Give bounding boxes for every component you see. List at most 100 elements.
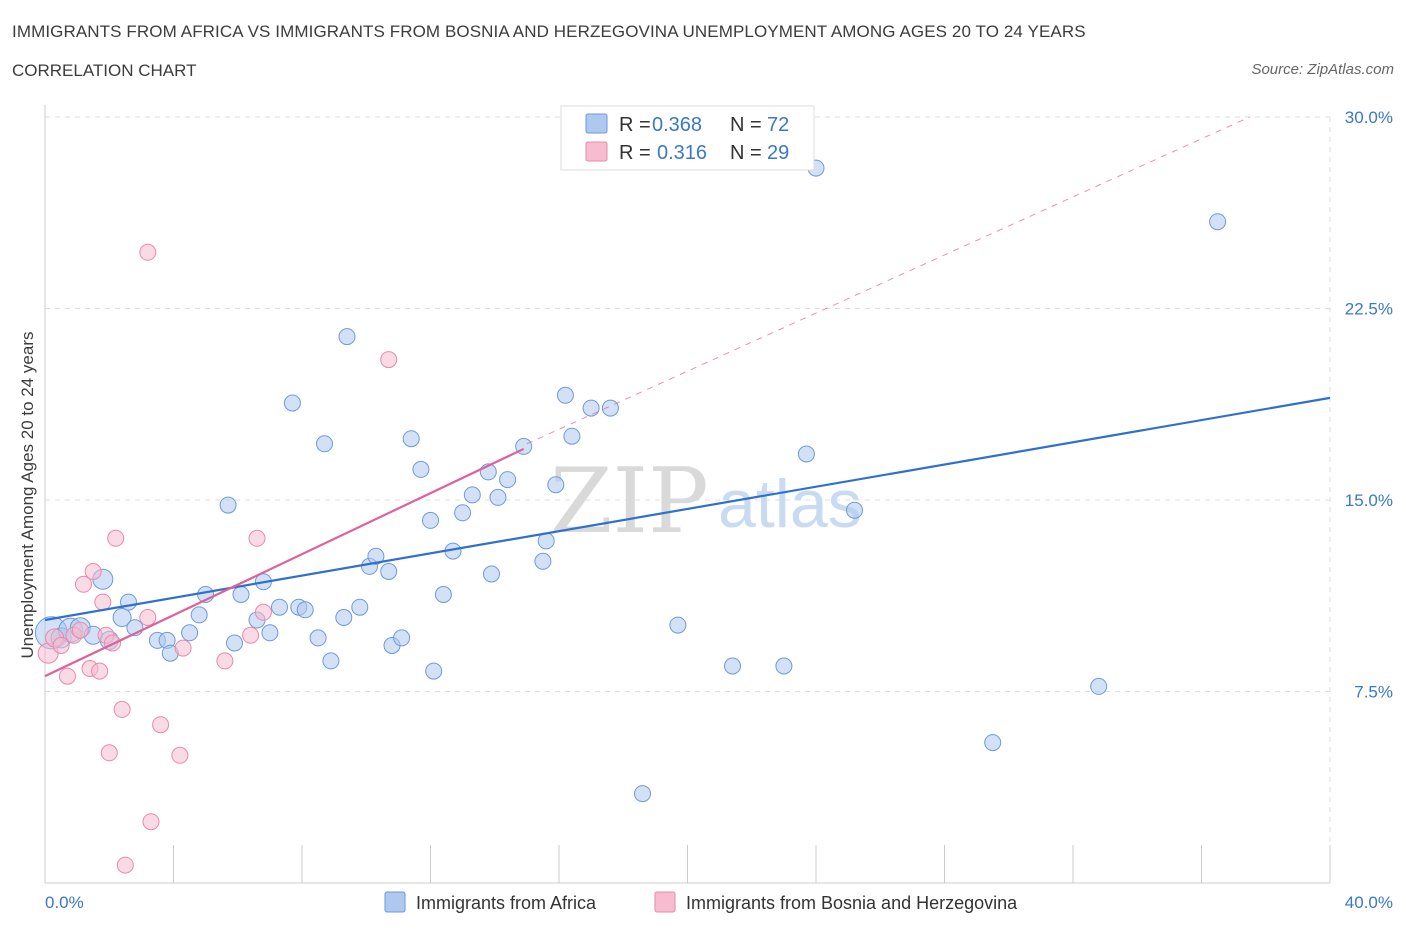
watermark-zip: ZIP (550, 449, 709, 554)
bottom-legend-label-bosnia: Immigrants from Bosnia and Herzegovina (686, 893, 1018, 913)
bosnia-point (254, 603, 272, 621)
africa-point (534, 552, 552, 570)
bosnia-point (71, 621, 89, 639)
y-tick-label: 30.0% (1345, 108, 1393, 127)
africa-point (219, 496, 237, 514)
bosnia-trend-line (44, 447, 525, 678)
stats-legend: R = 0.368 N = 72 R = 0.316 N = 29 (560, 105, 815, 171)
africa-point (984, 734, 1002, 752)
y-tick-label: 22.5% (1345, 300, 1393, 319)
y-axis-label: Unemployment Among Ages 20 to 24 years (18, 332, 37, 659)
bosnia-trend-extension (526, 116, 1250, 445)
bosnia-point (174, 639, 192, 657)
bosnia-point (84, 563, 102, 580)
x-tick-label: 0.0% (45, 893, 84, 912)
africa-point (261, 624, 279, 642)
africa-point (434, 586, 452, 603)
legend-r-label: R = (619, 114, 651, 136)
bosnia-point (242, 626, 260, 644)
y-tick-label: 15.0% (1345, 491, 1393, 510)
africa-point (499, 471, 517, 489)
legend-r-bosnia: 0.316 (657, 142, 707, 164)
africa-point (547, 476, 565, 494)
bottom-legend-label-africa: Immigrants from Africa (416, 893, 597, 913)
africa-point (724, 657, 741, 675)
bosnia-point (75, 575, 92, 593)
africa-point (775, 657, 793, 675)
africa-point (232, 586, 250, 603)
bosnia-point (91, 662, 109, 680)
africa-point (190, 606, 208, 624)
africa-point (489, 488, 507, 506)
x-tick-label: 40.0% (1345, 893, 1393, 912)
africa-point (402, 430, 420, 448)
legend-n-bosnia: 29 (767, 142, 789, 164)
africa-point (556, 386, 574, 404)
bosnia-point (248, 529, 266, 547)
bosnia-point (380, 351, 398, 369)
bosnia-point (142, 813, 160, 831)
africa-point (322, 652, 340, 670)
africa-point (393, 629, 411, 647)
bosnia-point (171, 746, 189, 764)
legend-n-label: N = (730, 142, 762, 164)
legend-swatch-bosnia (585, 141, 608, 162)
africa-point (296, 601, 314, 619)
africa-point (563, 427, 581, 445)
chart-title: IMMIGRANTS FROM AFRICA VS IMMIGRANTS FRO… (12, 22, 1086, 41)
bosnia-point (94, 593, 112, 611)
africa-point (634, 785, 651, 803)
africa-point (1090, 677, 1108, 695)
bosnia-point (113, 700, 131, 718)
africa-point (351, 598, 369, 616)
africa-point (1209, 213, 1227, 231)
watermark: ZIP atlas (550, 449, 862, 554)
bosnia-point (116, 856, 134, 874)
africa-point (367, 547, 385, 565)
africa-point (316, 435, 333, 453)
africa-point (271, 598, 288, 616)
bosnia-point (152, 716, 170, 734)
africa-point (335, 609, 353, 626)
africa-point (582, 399, 600, 417)
legend-n-africa: 72 (767, 114, 789, 136)
legend-n-label: N = (730, 114, 762, 136)
africa-point (338, 328, 356, 346)
source-label: Source: ZipAtlas.com (1251, 61, 1394, 78)
legend-r-label: R = (619, 142, 651, 164)
africa-point (422, 511, 439, 529)
bosnia-point (52, 637, 70, 654)
africa-point (454, 504, 472, 522)
y-tick-label: 7.5% (1354, 683, 1393, 702)
bottom-legend-swatch-africa (384, 891, 406, 913)
axes: 7.5% 15.0% 22.5% 30.0% 0.0% 40.0% (44, 105, 1393, 912)
africa-point (309, 629, 327, 647)
africa-point (669, 616, 687, 634)
bosnia-point (139, 243, 157, 261)
bottom-legend: Immigrants from Africa Immigrants from B… (384, 891, 1018, 913)
africa-point (412, 460, 430, 478)
legend-swatch-africa (585, 113, 608, 134)
africa-point (226, 634, 243, 652)
chart-subtitle: CORRELATION CHART (12, 61, 197, 80)
trend-lines (44, 116, 1331, 678)
africa-point (483, 565, 500, 583)
africa-point (846, 501, 863, 519)
bosnia-point (59, 667, 76, 685)
africa-point (120, 593, 137, 611)
africa-trend-line (44, 396, 1331, 622)
africa-point (463, 486, 481, 504)
watermark-atlas: atlas (718, 466, 862, 542)
bosnia-point (139, 609, 157, 626)
africa-point (425, 662, 443, 680)
bosnia-point (216, 652, 234, 670)
africa-point (181, 624, 199, 642)
africa-point (283, 394, 301, 412)
bosnia-point (100, 744, 118, 762)
africa-point (112, 608, 132, 627)
legend-r-africa: 0.368 (652, 114, 702, 136)
africa-point (797, 445, 815, 463)
bottom-legend-swatch-bosnia (654, 891, 676, 913)
africa-point (380, 563, 398, 580)
